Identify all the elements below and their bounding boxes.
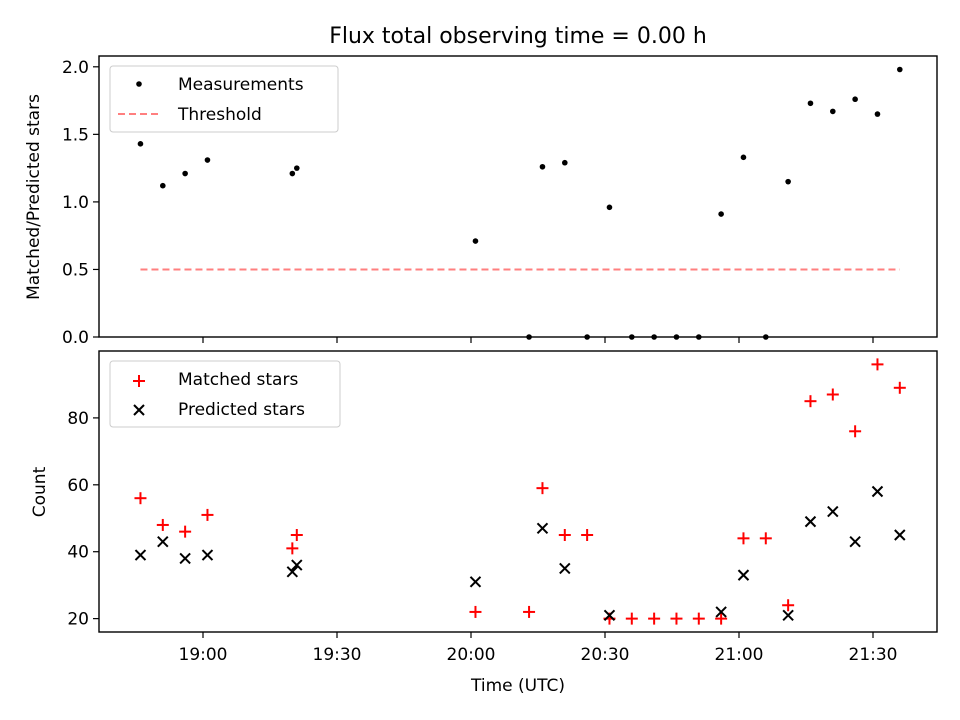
measurement-point <box>718 211 724 217</box>
x-axis-label: Time (UTC) <box>470 676 565 696</box>
matched-stars-point <box>782 599 795 612</box>
predicted-stars-point <box>894 529 906 541</box>
matched-stars-point <box>759 532 772 545</box>
matched-stars-point <box>134 492 147 505</box>
predicted-stars-point <box>286 566 299 578</box>
ratio-panel-frame <box>98 55 938 338</box>
count-y-tick-label: 20 <box>67 610 89 630</box>
predicted-stars-point <box>469 576 482 588</box>
measurement-point <box>182 170 188 177</box>
predicted-stars-point <box>201 549 214 561</box>
ratio-y-tick-label: 0.0 <box>62 328 89 348</box>
ratio-y-tick-label: 1.0 <box>62 193 89 213</box>
x-tick-label: 20:30 <box>581 645 630 665</box>
matched-stars-point <box>893 381 906 394</box>
measurement-point <box>807 100 814 107</box>
count-y-tick-label: 40 <box>67 543 89 563</box>
measurement-point <box>830 108 836 115</box>
count-legend-box <box>109 360 341 428</box>
ratio-y-tick-label: 1.5 <box>62 125 89 145</box>
x-tick-label: 21:00 <box>715 645 764 665</box>
matched-stars-point <box>871 358 884 371</box>
count-panel: 20 40 60 80 19:00 19:30 20:00 20:30 21:00 21:30 C… <box>30 350 938 696</box>
count-y-tick-label: 80 <box>67 409 89 429</box>
measurement-point <box>289 170 296 177</box>
matched-stars-point <box>737 532 750 545</box>
matched-stars-point <box>715 612 728 625</box>
predicted-stars-point <box>134 549 147 561</box>
predicted-stars-point <box>715 606 727 618</box>
legend-predicted-marker <box>133 404 145 416</box>
matched-stars-point <box>849 425 862 438</box>
x-tick-label: 19:00 <box>179 645 228 665</box>
measurement-point <box>852 96 858 103</box>
measurement-point <box>562 159 568 166</box>
measurement-point <box>137 141 144 147</box>
chart-title: Flux total observing time = 0.00 h <box>329 24 707 49</box>
x-tick-label: 19:30 <box>313 645 362 665</box>
predicted-stars-point <box>157 535 169 548</box>
measurement-point <box>472 238 479 244</box>
ratio-legend-box <box>109 65 339 133</box>
measurement-point <box>785 178 791 185</box>
matched-stars-point <box>179 525 192 538</box>
matched-stars-point <box>558 528 571 541</box>
measurement-point <box>204 157 211 163</box>
matched-stars-point <box>201 508 214 521</box>
measurement-point <box>606 204 613 211</box>
legend-measurements-marker <box>136 81 142 87</box>
measurement-point <box>874 111 881 117</box>
matched-stars-point <box>692 612 705 625</box>
count-y-tick-label: 60 <box>67 476 89 496</box>
matched-stars-point <box>156 518 169 531</box>
legend-threshold-label: Threshold <box>177 105 262 125</box>
matched-stars-point <box>469 605 482 618</box>
measurement-point <box>740 154 747 161</box>
ratio-y-axis-label: Matched/Predicted stars <box>24 94 44 300</box>
measurement-point <box>539 163 546 170</box>
ratio-y-tick-label: 0.5 <box>62 260 89 280</box>
count-legend: Matched stars Predicted stars <box>109 360 341 428</box>
predicted-stars-point <box>827 505 839 518</box>
predicted-stars-point <box>559 562 571 575</box>
measurement-point <box>897 66 903 73</box>
predicted-stars-point <box>871 485 884 498</box>
predicted-stars-point <box>536 522 549 535</box>
predicted-stars-point <box>291 559 303 571</box>
matched-stars-point <box>286 542 299 555</box>
count-y-axis-label: Count <box>30 466 50 517</box>
matched-stars-point <box>648 612 661 625</box>
x-tick-label: 20:00 <box>447 645 496 665</box>
ratio-y-tick-label: 2.0 <box>62 58 89 78</box>
matched-stars-point <box>670 612 683 625</box>
matched-stars-point <box>804 395 817 408</box>
legend-matched-label: Matched stars <box>178 370 298 390</box>
ratio-panel: 0.00.51.01.52.0 Matched/Predicted stars … <box>24 55 938 348</box>
predicted-stars-point <box>179 552 191 565</box>
matched-stars-point <box>625 612 638 625</box>
matched-stars-point <box>523 605 536 618</box>
matched-stars-point <box>290 528 303 541</box>
legend-predicted-label: Predicted stars <box>178 400 305 420</box>
matched-stars-point <box>826 388 839 401</box>
count-panel-frame <box>98 350 938 633</box>
matched-stars-point <box>581 528 594 541</box>
predicted-stars-point <box>737 569 750 581</box>
predicted-stars-point <box>782 609 794 621</box>
measurement-point <box>160 182 166 189</box>
predicted-stars-point <box>849 535 861 548</box>
legend-matched-marker <box>133 375 145 387</box>
x-tick-label: 21:30 <box>849 645 898 665</box>
predicted-stars-point <box>603 609 616 621</box>
ratio-legend: Measurements Threshold <box>109 65 339 133</box>
matched-stars-point <box>536 482 549 495</box>
legend-measurements-label: Measurements <box>178 75 304 95</box>
predicted-stars-point <box>804 515 817 528</box>
measurement-point <box>294 165 300 171</box>
